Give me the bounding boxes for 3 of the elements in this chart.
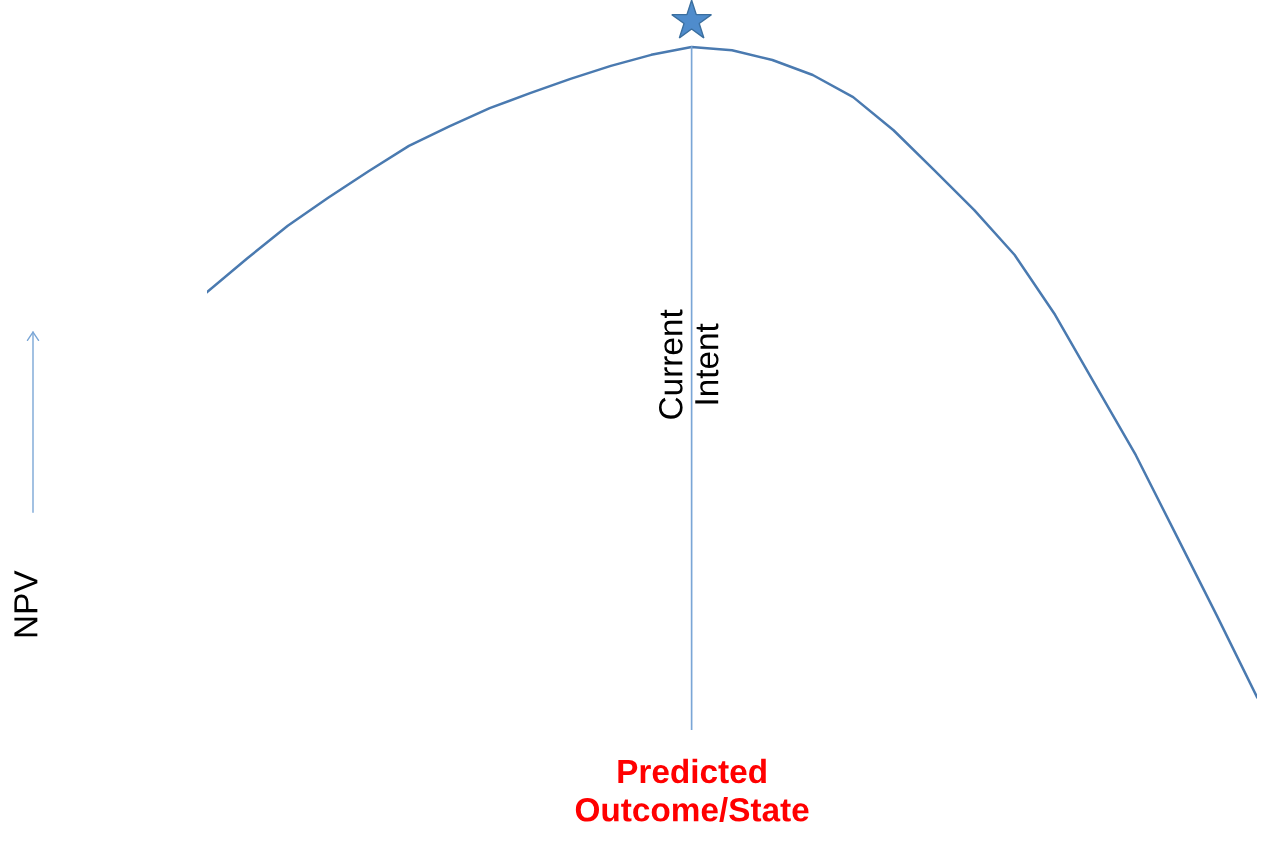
text: Current Intent	[659, 309, 719, 419]
y-axis-title: NPV	[14, 570, 38, 637]
x-axis-title: Predicted Outcome/State	[575, 758, 809, 822]
